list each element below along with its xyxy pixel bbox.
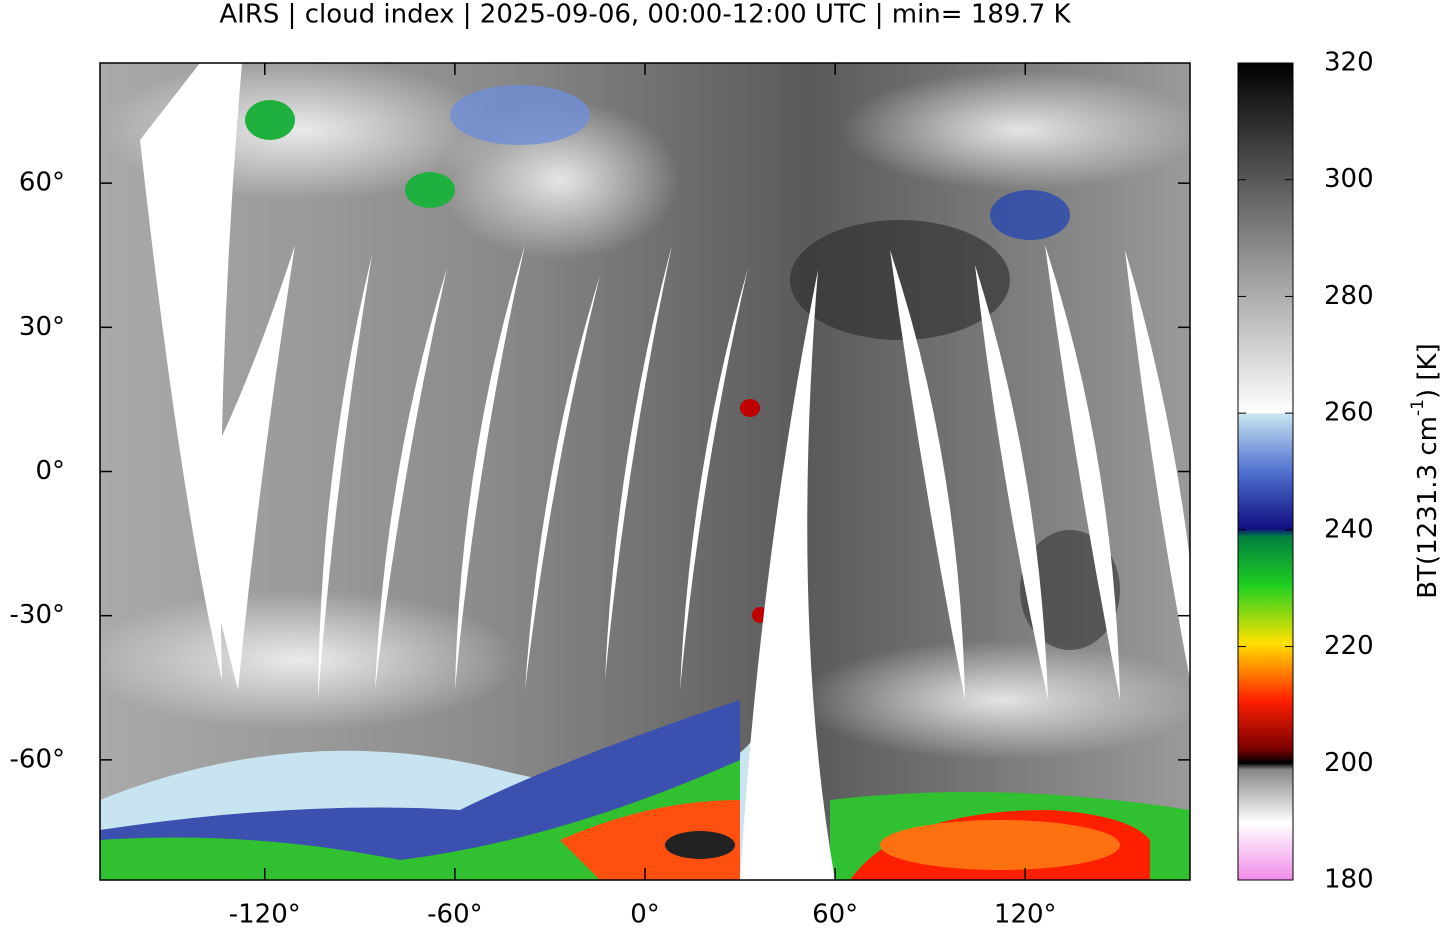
y-tick-label: 60° <box>19 168 65 198</box>
y-tick-label: 30° <box>19 312 65 342</box>
x-tick-label: 0° <box>630 900 660 930</box>
colorbar-tick-label: 320 <box>1324 48 1374 78</box>
colorbar-tick-label: 280 <box>1324 281 1374 311</box>
colorbar-label: BT(1231.3 cm-1) [K] <box>1408 343 1442 598</box>
colorbar-tick-label: 180 <box>1324 865 1374 895</box>
colorbar-tick-label: 300 <box>1324 164 1374 194</box>
x-tick-label: 120° <box>994 900 1057 930</box>
y-tick-label: -30° <box>10 600 65 630</box>
colorbar-tick-label: 240 <box>1324 514 1374 544</box>
x-tick-label: 60° <box>812 900 858 930</box>
y-tick-label: -60° <box>10 744 65 774</box>
x-tick-label: -60° <box>427 900 482 930</box>
colorbar-tick-label: 220 <box>1324 631 1374 661</box>
title: AIRS | cloud index | 2025-09-06, 00:00-1… <box>219 0 1071 30</box>
colorbar <box>1238 63 1293 880</box>
x-tick-label: -120° <box>229 900 301 930</box>
colorbar-label-end: ) [K] <box>1413 343 1442 399</box>
colorbar-tick-label: 200 <box>1324 748 1374 778</box>
colorbar-tick-label: 260 <box>1324 398 1374 428</box>
colorbar-label-sup: -1 <box>1408 399 1428 416</box>
map-image <box>80 60 1200 880</box>
y-tick-label: 0° <box>35 456 65 486</box>
colorbar-label-text: BT(1231.3 cm <box>1413 416 1442 599</box>
